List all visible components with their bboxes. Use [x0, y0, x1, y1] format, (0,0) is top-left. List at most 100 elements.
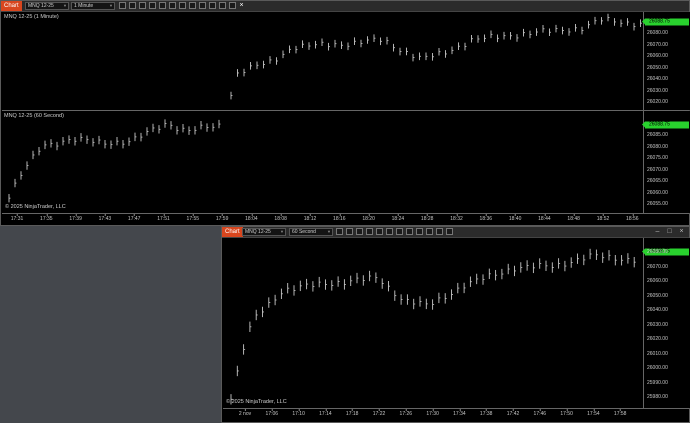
- chart-tab[interactable]: Chart: [1, 1, 22, 11]
- toolbar-tool-icon[interactable]: [436, 228, 443, 235]
- price-tick-label: 26020.00: [647, 336, 668, 342]
- price-tick-label: 26030.00: [647, 321, 668, 328]
- price-panel-60sec: © 2025 NinjaTrader, LLC: [223, 238, 643, 408]
- price-tick-label: 26055.00: [647, 201, 668, 207]
- chart-toolbar: Chart MNQ 12-25 ▼ 60 Second ▼ – □ ×: [222, 227, 689, 238]
- price-tick-label: 26040.00: [647, 307, 668, 313]
- price-tick-label: 26080.00: [647, 30, 668, 36]
- toolbar-tool-icon[interactable]: [406, 228, 413, 235]
- time-axis-line: [2, 213, 689, 214]
- close-icon[interactable]: ×: [239, 2, 244, 9]
- instrument-selector[interactable]: MNQ 12-25 ▼: [242, 228, 286, 236]
- toolbar-tool-icon[interactable]: [209, 2, 216, 9]
- time-tick-label: 17:10: [292, 409, 305, 417]
- price-tick-label: 26080.00: [647, 143, 668, 150]
- interval-value: 60 Second: [292, 229, 316, 235]
- price-tick-label: 26085.00: [647, 132, 668, 138]
- toolbar-tool-icon[interactable]: [219, 2, 226, 9]
- time-tick-label: 18:40: [508, 214, 522, 222]
- toolbar-tool-icon[interactable]: [386, 228, 393, 235]
- panel-divider[interactable]: [2, 110, 689, 111]
- toolbar-tool-icon[interactable]: [346, 228, 353, 235]
- current-price-marker: 26088.75: [642, 121, 689, 129]
- price-tick-label: 26070.00: [647, 166, 668, 173]
- toolbar-tool-icon[interactable]: [426, 228, 433, 235]
- chart-window-secondary: Chart MNQ 12-25 ▼ 60 Second ▼ – □ × © 2025…: [221, 226, 690, 423]
- price-tick-label: 25980.00: [647, 394, 668, 400]
- chart-tab[interactable]: Chart: [222, 227, 243, 237]
- price-axis[interactable]: 26088.75 26085.00 26080.00 26075.00 26070.0…: [642, 111, 690, 213]
- time-tick-label: 17:50: [560, 409, 573, 417]
- time-tick-label: 17:35: [40, 214, 53, 222]
- price-tick-label: 26020.00: [647, 99, 668, 105]
- price-bars[interactable]: [223, 238, 643, 408]
- toolbar-tool-icon[interactable]: [189, 2, 196, 9]
- time-tick-label: 17:26: [399, 409, 413, 417]
- toolbar-tool-icon[interactable]: [159, 2, 166, 9]
- time-tick-label: 17:22: [372, 409, 386, 417]
- time-axis-line: [223, 408, 689, 409]
- price-panel-60sec: MNQ 12-25 (60 Second) © 2025 NinjaTrader…: [2, 111, 643, 213]
- price-tick-label: 26075.00: [647, 155, 668, 161]
- current-price-marker: 26088.75: [642, 248, 689, 256]
- chevron-down-icon: ▼: [109, 3, 113, 8]
- chevron-down-icon: ▼: [327, 229, 331, 234]
- interval-value: 1 Minute: [74, 3, 94, 9]
- toolbar-tool-icon[interactable]: [396, 228, 403, 235]
- toolbar-tool-icon[interactable]: [366, 228, 373, 235]
- toolbar-tool-icon[interactable]: [129, 2, 136, 9]
- toolbar-tool-icon[interactable]: [446, 228, 453, 235]
- time-tick-label: 18:28: [420, 214, 434, 222]
- time-tick-label: 18:56: [626, 214, 639, 222]
- time-tick-label: 17:14: [319, 409, 332, 417]
- price-tick-label: 25990.00: [647, 379, 668, 386]
- toolbar-tool-icon[interactable]: [169, 2, 176, 9]
- toolbar-tool-icon[interactable]: [356, 228, 363, 235]
- time-axis[interactable]: 2 nov 17:06 17:10 17:14 17:18 17:22 17:26 17:30…: [223, 409, 643, 419]
- price-axis[interactable]: 26088.75 26080.00 26070.00 26060.00 26050.0…: [642, 238, 690, 408]
- time-tick-label: 17:55: [186, 214, 200, 222]
- price-tick-label: 26060.00: [647, 278, 668, 284]
- time-tick-label: 17:38: [479, 409, 493, 417]
- interval-selector[interactable]: 60 Second ▼: [289, 228, 333, 236]
- price-tick-label: 26000.00: [647, 365, 668, 371]
- time-tick-label: 17:31: [10, 214, 24, 222]
- instrument-value: MNQ 12-25: [28, 3, 54, 9]
- time-tick-label: 17:58: [613, 409, 627, 417]
- instrument-value: MNQ 12-25: [245, 229, 271, 235]
- time-tick-label: 17:59: [215, 214, 229, 222]
- time-axis[interactable]: 17:31 17:35 17:39 17:43 17:47 17:51 17:55 17:59…: [2, 214, 643, 224]
- price-tick-label: 26040.00: [647, 76, 668, 82]
- close-icon[interactable]: ×: [679, 228, 684, 235]
- price-tick-label: 26050.00: [647, 64, 668, 71]
- time-tick-label: 18:32: [450, 214, 463, 222]
- time-tick-label: 17:43: [98, 214, 112, 222]
- price-tick-label: 26010.00: [647, 350, 668, 357]
- price-bars[interactable]: [2, 111, 643, 213]
- toolbar-tool-icon[interactable]: [179, 2, 186, 9]
- price-tick-label: 26070.00: [647, 263, 668, 270]
- toolbar-tool-icon[interactable]: [336, 228, 343, 235]
- maximize-icon[interactable]: □: [667, 228, 672, 235]
- time-tick-label: 18:48: [567, 214, 580, 222]
- interval-selector[interactable]: 1 Minute ▼: [71, 2, 115, 10]
- price-tick-label: 26030.00: [647, 87, 668, 94]
- price-axis[interactable]: 26088.75 26080.00 26070.00 26060.00 26050.0…: [642, 12, 690, 110]
- current-price-marker: 26088.75: [642, 18, 689, 26]
- time-tick-label: 17:34: [453, 409, 466, 417]
- toolbar-tool-icon[interactable]: [229, 2, 236, 9]
- price-bars[interactable]: [2, 12, 643, 110]
- chevron-down-icon: ▼: [280, 229, 284, 234]
- toolbar-tool-icon[interactable]: [376, 228, 383, 235]
- price-tick-label: 26060.00: [647, 53, 668, 59]
- price-tick-label: 26080.00: [647, 249, 668, 255]
- minimize-icon[interactable]: –: [655, 228, 660, 235]
- toolbar-tool-icon[interactable]: [149, 2, 156, 9]
- time-tick-label: 17:54: [587, 409, 600, 417]
- toolbar-tool-icon[interactable]: [119, 2, 126, 9]
- toolbar-tool-icon[interactable]: [199, 2, 206, 9]
- toolbar-tool-icon[interactable]: [416, 228, 423, 235]
- toolbar-tool-icon[interactable]: [139, 2, 146, 9]
- time-tick-label: 17:06: [265, 409, 279, 417]
- instrument-selector[interactable]: MNQ 12-25 ▼: [25, 2, 69, 10]
